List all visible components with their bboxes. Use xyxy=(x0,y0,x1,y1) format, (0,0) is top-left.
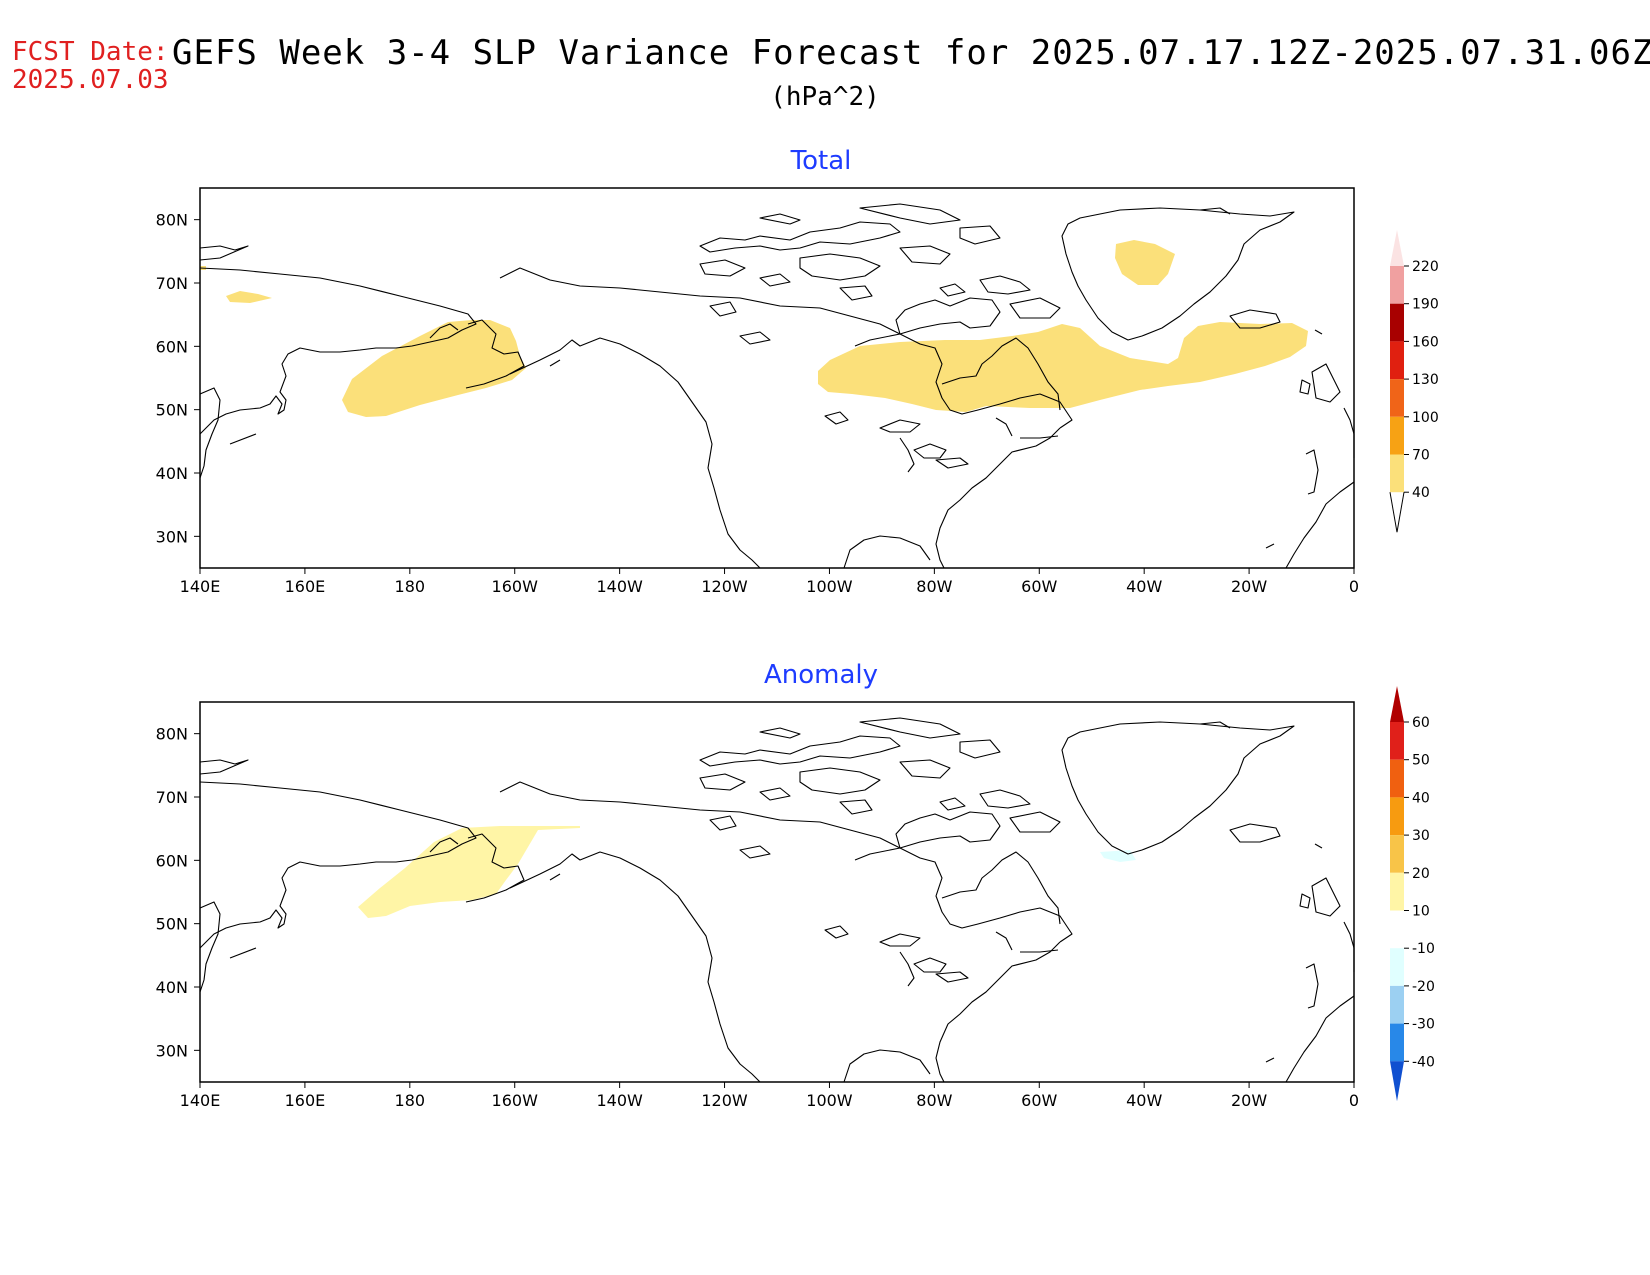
lon-tick-label: 140E xyxy=(180,577,221,596)
panel-title-anomaly: Anomaly xyxy=(763,660,879,690)
lat-tick-label: 50N xyxy=(156,401,188,420)
lat-axis-anomaly: 80N 70N 60N 50N 40N 30N xyxy=(156,725,200,1060)
colorbar-top-arrow xyxy=(1390,686,1404,722)
lat-tick-label: 30N xyxy=(156,527,188,546)
colorbar-label: 190 xyxy=(1412,297,1439,313)
lon-axis-anomaly: 140E 160E 180 160W 140W 120W 100W 80W 60W 40W 20W 0 xyxy=(180,1082,1359,1110)
figure-title: GEFS Week 3-4 SLP Variance Forecast for … xyxy=(172,33,1650,73)
lat-tick-label: 40N xyxy=(156,978,188,997)
lon-tick-label: 140W xyxy=(596,577,643,596)
lat-tick-label: 60N xyxy=(156,337,188,356)
colorbar-label: 30 xyxy=(1412,828,1430,844)
lon-tick-label: 0 xyxy=(1349,1091,1359,1110)
colorbar-label: 40 xyxy=(1412,485,1430,501)
lat-tick-label: 80N xyxy=(156,211,188,230)
colorbar-label: 10 xyxy=(1412,904,1430,920)
panel-title-total: Total xyxy=(790,146,852,176)
lon-tick-label: 20W xyxy=(1231,577,1267,596)
colorbar-segment xyxy=(1390,379,1404,417)
colorbar-segment xyxy=(1390,416,1404,455)
lon-tick-label: 140W xyxy=(596,1091,643,1110)
colorbar-label: -10 xyxy=(1412,941,1435,957)
lon-tick-label: 180 xyxy=(395,1091,426,1110)
colorbar-label: 60 xyxy=(1412,715,1430,731)
colorbar-label: 100 xyxy=(1412,410,1439,426)
lon-tick-label: 100W xyxy=(806,1091,853,1110)
colorbar-label: 220 xyxy=(1412,259,1439,275)
colorbar-segment xyxy=(1390,341,1404,380)
colorbar-label: -30 xyxy=(1412,1017,1435,1033)
map-panel-anomaly: 80N 70N 60N 50N 40N 30N 140E 160E 180 160W 140W 12… xyxy=(156,701,1359,1110)
lon-tick-label: 120W xyxy=(701,1091,748,1110)
lon-tick-label: 40W xyxy=(1126,1091,1162,1110)
colorbar-segment xyxy=(1390,454,1404,493)
lat-tick-label: 40N xyxy=(156,464,188,483)
colorbar-segment xyxy=(1390,835,1404,873)
colorbar-anomaly: 60 50 40 30 20 10 -10 -20 -30 -40 xyxy=(1390,686,1435,1102)
lon-tick-label: 160W xyxy=(492,577,539,596)
shaded-region-chukotka xyxy=(226,291,272,303)
colorbar-top-arrow xyxy=(1390,230,1404,266)
colorbar-label: 50 xyxy=(1412,753,1430,769)
lon-tick-label: 180 xyxy=(395,577,426,596)
map-frame-anomaly xyxy=(199,701,1355,1083)
lat-tick-label: 60N xyxy=(156,851,188,870)
colorbar-label: 160 xyxy=(1412,334,1439,350)
forecast-date-block: FCST Date: 2025.07.03 xyxy=(12,38,169,94)
colorbar-total: 220 190 160 130 100 70 40 xyxy=(1389,230,1439,533)
colorbar-segment xyxy=(1390,985,1404,1024)
colorbar-segment xyxy=(1390,303,1404,342)
colorbar-bottom-arrow xyxy=(1390,1061,1404,1102)
colorbar-segment xyxy=(1390,948,1404,986)
lon-tick-label: 40W xyxy=(1126,577,1162,596)
colorbar-label: -20 xyxy=(1412,979,1435,995)
lat-tick-label: 30N xyxy=(156,1041,188,1060)
colorbar-label: 130 xyxy=(1412,372,1439,388)
lon-tick-label: 120W xyxy=(701,577,748,596)
shaded-region-bering xyxy=(342,320,526,417)
forecast-date-label: FCST Date: xyxy=(12,37,169,67)
colorbar-label: 70 xyxy=(1412,448,1430,464)
lon-tick-label: 60W xyxy=(1021,1091,1057,1110)
lon-tick-label: 20W xyxy=(1231,1091,1267,1110)
figure-units: (hPa^2) xyxy=(770,82,880,112)
lon-tick-label: 0 xyxy=(1349,577,1359,596)
lon-tick-label: 160E xyxy=(285,1091,326,1110)
colorbar-segment xyxy=(1390,266,1404,304)
shaded-region-bering-anomaly xyxy=(358,826,580,918)
lon-tick-label: 80W xyxy=(916,1091,952,1110)
colorbar-label: -40 xyxy=(1412,1054,1435,1070)
lat-tick-label: 50N xyxy=(156,915,188,934)
colorbar-segment xyxy=(1390,797,1404,836)
shaded-region-canada-atlantic xyxy=(818,322,1308,412)
lat-axis-total: 80N 70N 60N 50N 40N 30N xyxy=(156,211,200,546)
lat-tick-label: 70N xyxy=(156,788,188,807)
lon-tick-label: 160E xyxy=(285,577,326,596)
lon-axis-total: 140E 160E 180 160W 140W 120W 100W 80W 60W 40W 20W 0 xyxy=(180,568,1359,596)
lon-tick-label: 80W xyxy=(916,577,952,596)
colorbar-bottom-arrow xyxy=(1389,492,1398,533)
lat-tick-label: 80N xyxy=(156,725,188,744)
colorbar-segment xyxy=(1390,722,1404,760)
colorbar-label: 20 xyxy=(1412,866,1430,882)
colorbar-segment xyxy=(1390,872,1404,911)
map-frame-total xyxy=(199,187,1355,569)
shaded-region-greenland xyxy=(1115,240,1175,285)
colorbar-label: 40 xyxy=(1412,790,1430,806)
map-panel-total: 80N 70N 60N 50N 40N 30N 140E 160E 180 160W 140W 12… xyxy=(156,187,1359,596)
shading-anomaly xyxy=(358,826,1136,918)
lat-tick-label: 70N xyxy=(156,274,188,293)
lon-tick-label: 140E xyxy=(180,1091,221,1110)
shaded-region-greenland-negative xyxy=(1100,850,1136,862)
lon-tick-label: 60W xyxy=(1021,577,1057,596)
colorbar-bottom-edge xyxy=(1396,492,1405,533)
colorbar-segment xyxy=(1390,910,1404,949)
colorbar-segment xyxy=(1390,1023,1404,1062)
shading-total xyxy=(200,240,1308,417)
lon-tick-label: 100W xyxy=(806,577,853,596)
lon-tick-label: 160W xyxy=(492,1091,539,1110)
colorbar-segment xyxy=(1390,759,1404,798)
forecast-date-value: 2025.07.03 xyxy=(12,65,169,95)
